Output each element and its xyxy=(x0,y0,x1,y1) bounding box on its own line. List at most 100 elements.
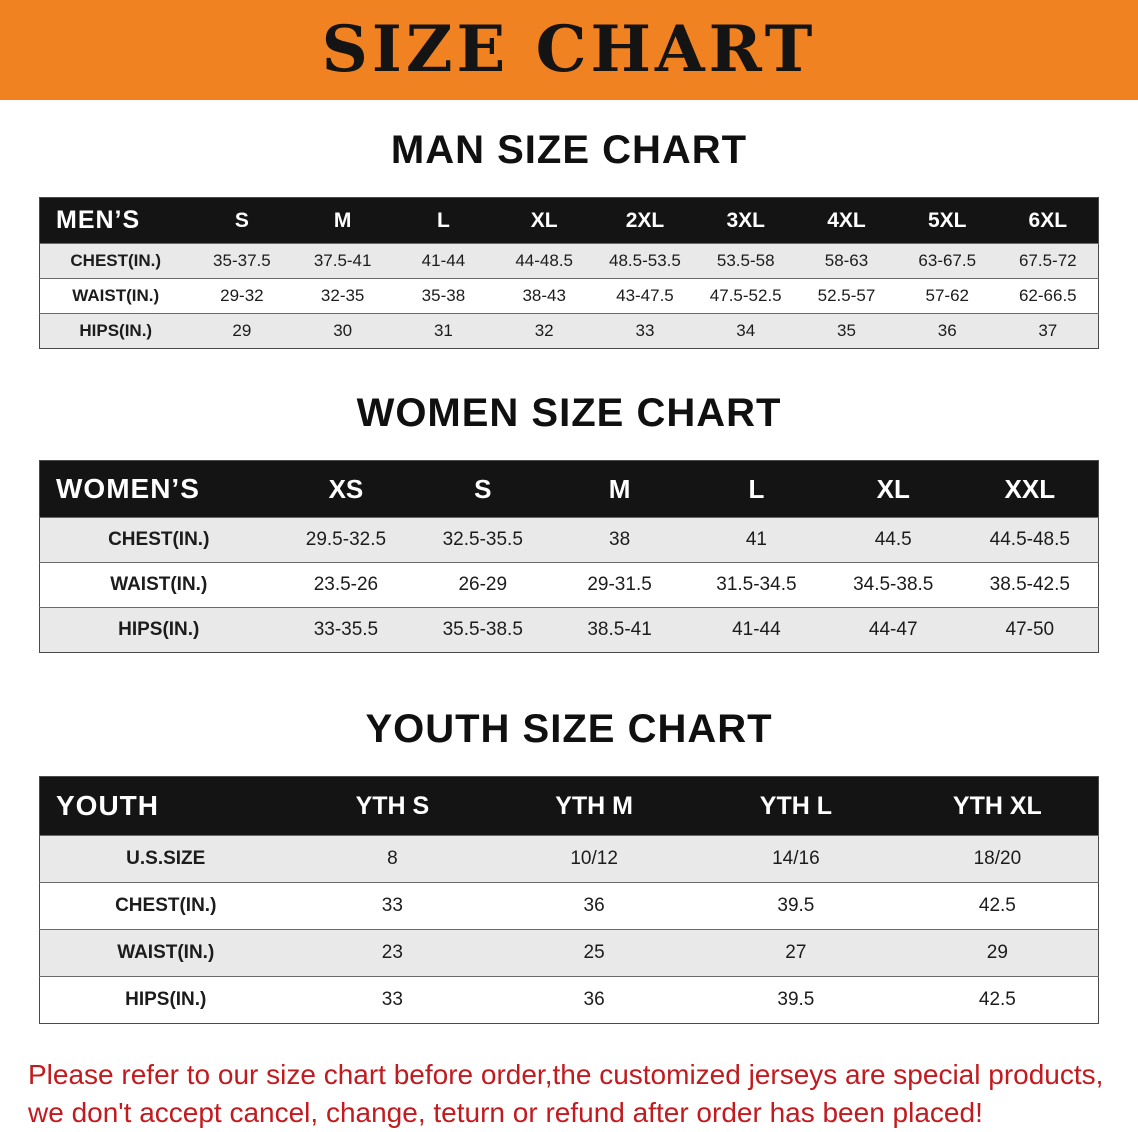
size-value-cell: 32.5-35.5 xyxy=(442,529,523,550)
size-value-cell: 14/16 xyxy=(772,848,820,869)
size-column-header: XL xyxy=(530,208,558,232)
row-label: U.S.SIZE xyxy=(126,848,206,869)
table-row: HIPS(IN.) 33-35.5 35.5-38.5 38.5-41 41-44 44-… xyxy=(39,607,1099,653)
size-column-header: M xyxy=(608,473,631,504)
size-column-header: 3XL xyxy=(726,208,765,232)
size-column-header: YTH M xyxy=(555,791,634,820)
size-value-cell: 33-35.5 xyxy=(313,619,379,640)
size-value-cell: 57-62 xyxy=(925,286,969,305)
size-column-header: YTH S xyxy=(355,791,430,820)
table-row: CHEST(IN.) 33 36 39.5 42.5 xyxy=(39,882,1099,930)
size-column-header: 5XL xyxy=(927,208,967,232)
table-row: WAIST(IN.) 29-32 32-35 35-38 38-43 43-47.5 47.… xyxy=(39,278,1099,314)
size-value-cell: 34.5-38.5 xyxy=(853,574,934,595)
disclaimer-line-1: Please refer to our size chart before or… xyxy=(28,1059,1104,1090)
banner-title: SIZE CHART xyxy=(321,12,817,87)
size-column-header: 4XL xyxy=(827,208,866,232)
row-label: WAIST(IN.) xyxy=(72,286,160,305)
size-value-cell: 58-63 xyxy=(824,251,869,270)
womens-size-table: WOMEN’S XS S M L XL XXL CHEST(IN.) 29.5-32.5 32.5… xyxy=(39,460,1099,653)
size-value-cell: 37.5-41 xyxy=(313,251,372,270)
size-value-cell: 8 xyxy=(387,848,398,869)
size-column-header: 2XL xyxy=(625,208,665,232)
size-value-cell: 36 xyxy=(583,989,605,1010)
size-value-cell: 44.5 xyxy=(874,529,912,550)
size-value-cell: 42.5 xyxy=(978,895,1016,916)
size-value-cell: 10/12 xyxy=(570,848,618,869)
table-row: CHEST(IN.) 29.5-32.5 32.5-35.5 38 41 44.5 44.5… xyxy=(39,517,1099,563)
size-value-cell: 63-67.5 xyxy=(918,251,977,270)
size-value-cell: 36 xyxy=(937,321,957,340)
size-value-cell: 47-50 xyxy=(1005,619,1055,640)
row-label: WAIST(IN.) xyxy=(117,942,215,963)
size-value-cell: 27 xyxy=(785,942,807,963)
size-value-cell: 44-47 xyxy=(868,619,918,640)
size-value-cell: 41 xyxy=(745,529,767,550)
table-row: HIPS(IN.) 33 36 39.5 42.5 xyxy=(39,976,1099,1024)
youth-size-chart-heading: YOUTH SIZE CHART xyxy=(365,707,773,751)
size-value-cell: 42.5 xyxy=(978,989,1016,1010)
table-row: HIPS(IN.) 29 30 31 32 33 34 35 36 37 xyxy=(39,313,1099,349)
size-value-cell: 67.5-72 xyxy=(1018,251,1077,270)
size-column-header: XXL xyxy=(1004,473,1056,504)
row-label: CHEST(IN.) xyxy=(115,895,217,916)
size-value-cell: 62-66.5 xyxy=(1018,286,1077,305)
size-column-header: XS xyxy=(328,473,364,504)
size-value-cell: 29 xyxy=(232,321,252,340)
size-value-cell: 31.5-34.5 xyxy=(716,574,797,595)
table-header-row: WOMEN’S XS S M L XL XXL xyxy=(39,460,1099,518)
size-value-cell: 41-44 xyxy=(421,251,466,270)
row-label: WAIST(IN.) xyxy=(110,574,208,595)
size-value-cell: 35-38 xyxy=(421,286,466,305)
size-value-cell: 32 xyxy=(534,321,554,340)
size-chart-banner: SIZE CHART xyxy=(0,0,1138,100)
disclaimer-text: Please refer to our size chart before or… xyxy=(28,1056,1110,1132)
size-value-cell: 23.5-26 xyxy=(313,574,379,595)
size-value-cell: 44-48.5 xyxy=(515,251,574,270)
row-label: HIPS(IN.) xyxy=(79,321,153,340)
size-value-cell: 35 xyxy=(837,321,856,340)
size-value-cell: 53.5-58 xyxy=(716,251,775,270)
table-title-cell: MEN’S xyxy=(56,206,141,234)
size-value-cell: 29-31.5 xyxy=(587,574,652,595)
size-value-cell: 30 xyxy=(333,321,353,340)
size-value-cell: 52.5-57 xyxy=(817,286,876,305)
size-value-cell: 37 xyxy=(1038,321,1058,340)
youth-size-table: YOUTH YTH S YTH M YTH L YTH XL U.S.SIZE 8 10/12… xyxy=(39,776,1099,1024)
size-value-cell: 38.5-42.5 xyxy=(989,574,1070,595)
size-column-header: S xyxy=(474,473,492,504)
size-column-header: L xyxy=(748,473,765,504)
row-label: HIPS(IN.) xyxy=(125,989,207,1010)
size-value-cell: 38.5-41 xyxy=(587,619,652,640)
row-label: CHEST(IN.) xyxy=(108,529,210,550)
size-value-cell: 34 xyxy=(736,321,756,340)
size-value-cell: 25 xyxy=(583,942,605,963)
size-value-cell: 32-35 xyxy=(320,286,365,305)
size-value-cell: 39.5 xyxy=(777,895,815,916)
size-value-cell: 26-29 xyxy=(458,574,508,595)
row-label: CHEST(IN.) xyxy=(70,251,162,270)
size-value-cell: 41-44 xyxy=(732,619,781,640)
table-title-cell: YOUTH xyxy=(56,790,159,821)
table-title-cell: WOMEN’S xyxy=(56,473,200,504)
table-header-row: YOUTH YTH S YTH M YTH L YTH XL xyxy=(39,776,1099,836)
spacer xyxy=(0,349,1138,363)
row-label: HIPS(IN.) xyxy=(118,619,200,640)
size-value-cell: 38-43 xyxy=(522,286,566,305)
man-size-chart-heading: MAN SIZE CHART xyxy=(390,128,748,172)
women-size-chart-heading: WOMEN SIZE CHART xyxy=(356,391,782,435)
table-header-row: MEN’S S M L XL 2XL 3XL 4XL 5XL 6XL xyxy=(39,197,1099,244)
spacer xyxy=(0,653,1138,679)
size-value-cell: 29 xyxy=(986,942,1008,963)
size-value-cell: 48.5-53.5 xyxy=(609,251,681,270)
size-value-cell: 33 xyxy=(635,321,655,340)
size-column-header: 6XL xyxy=(1028,208,1068,232)
table-row: WAIST(IN.) 23.5-26 26-29 29-31.5 31.5-34.5 34… xyxy=(39,562,1099,608)
table-row: U.S.SIZE 8 10/12 14/16 18/20 xyxy=(39,835,1099,883)
size-column-header: L xyxy=(437,208,450,232)
size-value-cell: 23 xyxy=(381,942,403,963)
size-value-cell: 43-47.5 xyxy=(616,286,674,305)
size-column-header: S xyxy=(234,208,249,232)
size-value-cell: 36 xyxy=(583,895,605,916)
disclaimer-line-2: we don't accept cancel, change, teturn o… xyxy=(28,1096,983,1128)
